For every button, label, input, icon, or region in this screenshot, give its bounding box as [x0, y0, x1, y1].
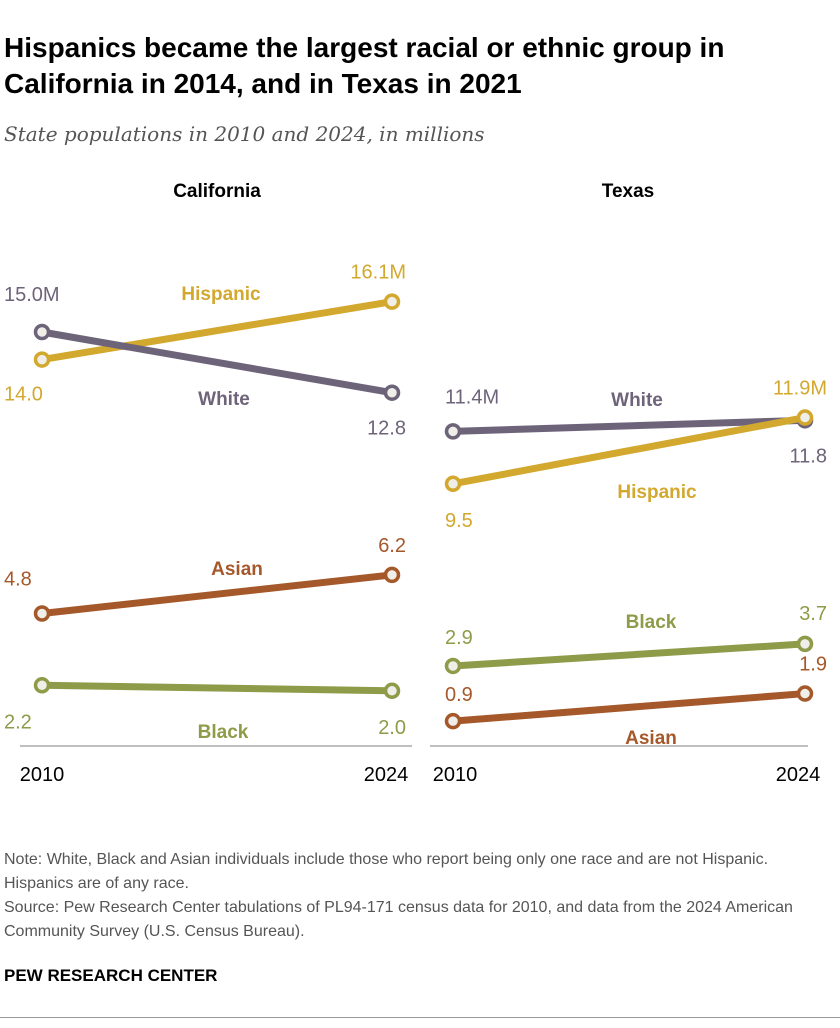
- chart-title: Hispanics became the largest racial or e…: [4, 32, 725, 99]
- pew-logo: PEW RESEARCH CENTER: [4, 966, 218, 985]
- data-point-asian: [444, 712, 462, 730]
- chart-area: California 2010 2024 14.0 16.1M Hispanic 15.0M…: [4, 181, 827, 786]
- data-point-white: [33, 323, 51, 341]
- data-label: 9.5: [445, 510, 473, 532]
- series-label: Hispanic: [617, 482, 697, 503]
- data-point-asian: [383, 566, 401, 584]
- bottom-rule: [0, 1017, 840, 1018]
- series-line-black: [41, 681, 393, 695]
- data-label: 0.9: [445, 684, 473, 706]
- data-point-black: [444, 657, 462, 675]
- series-line-asian: [452, 690, 806, 725]
- data-label: 6.2: [378, 535, 406, 557]
- data-label: 3.7: [799, 603, 827, 625]
- series-line-black: [452, 640, 806, 670]
- panel-title: Texas: [602, 181, 654, 202]
- data-point-hispanic: [444, 475, 462, 493]
- series-label: Asian: [211, 559, 263, 580]
- data-point-hispanic: [33, 351, 51, 368]
- chart-subtitle: State populations in 2010 and 2024, in m…: [4, 122, 485, 146]
- data-point-black: [33, 677, 51, 694]
- series-label: White: [198, 389, 250, 410]
- data-label: 14.0: [4, 384, 43, 406]
- data-point-hispanic: [383, 293, 401, 310]
- series-line-hispanic: [452, 414, 806, 488]
- data-label: 4.8: [4, 569, 32, 591]
- series-line-white: [452, 416, 806, 435]
- data-label: 2.2: [4, 711, 32, 733]
- data-point-black: [383, 682, 401, 700]
- data-label: 2.9: [445, 627, 473, 649]
- series-label: Asian: [625, 728, 677, 749]
- data-label: 11.9M: [773, 378, 827, 400]
- data-label: 11.8: [790, 445, 827, 467]
- series-line-asian: [41, 571, 393, 617]
- data-point-white: [383, 384, 401, 401]
- data-label: 16.1M: [350, 262, 406, 284]
- data-label: 2.0: [378, 717, 406, 739]
- panel-title: California: [173, 181, 261, 202]
- data-point-asian: [796, 685, 814, 702]
- x-tick-label: 2010: [433, 764, 478, 786]
- data-label: 15.0M: [4, 284, 60, 306]
- x-tick-label: 2010: [20, 764, 65, 786]
- data-label: 1.9: [799, 654, 827, 676]
- notes: Note: White, Black and Asian individuals…: [4, 848, 834, 944]
- data-point-white: [444, 423, 462, 440]
- data-label: 11.4M: [445, 386, 499, 408]
- series-label: Hispanic: [181, 284, 261, 305]
- series-label: Black: [626, 612, 677, 633]
- data-point-hispanic: [796, 409, 814, 426]
- series-line-white: [41, 328, 393, 397]
- series-line-hispanic: [41, 298, 393, 364]
- x-tick-label: 2024: [776, 764, 821, 786]
- series-label: White: [611, 390, 663, 411]
- data-point-asian: [33, 605, 51, 622]
- series-label: Black: [198, 722, 249, 743]
- data-label: 12.8: [367, 418, 406, 440]
- x-tick-label: 2024: [364, 764, 409, 786]
- source-text: Source: Pew Research Center tabulations …: [4, 899, 793, 940]
- note-text: Note: White, Black and Asian individuals…: [4, 851, 769, 892]
- data-point-black: [796, 635, 814, 653]
